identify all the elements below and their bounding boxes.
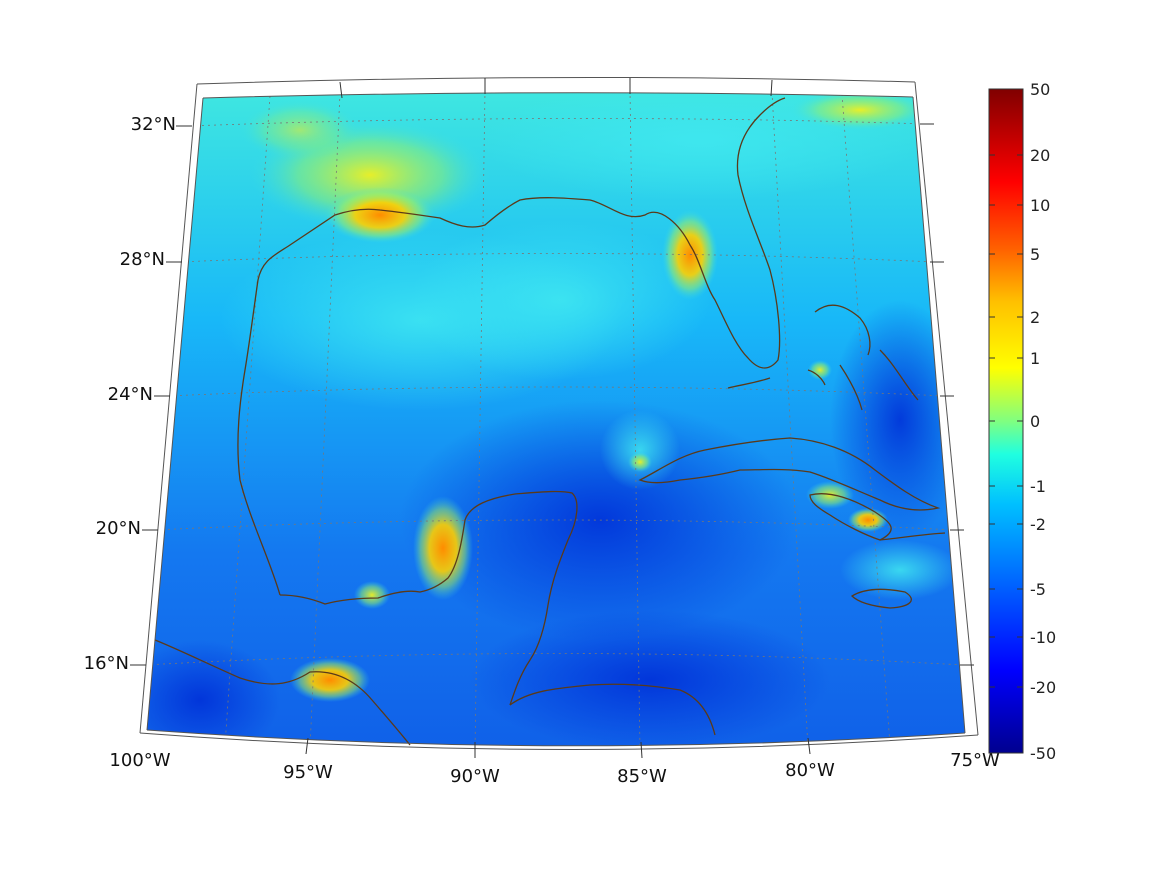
lon-label-100: 100°W (109, 750, 170, 771)
map-frame (139, 76, 979, 751)
lon-label-80: 80°W (785, 760, 835, 781)
lon-label-75: 75°W (950, 750, 1000, 771)
colorbar-tick-label: 5 (1030, 245, 1040, 264)
lat-label-24: 24°N (108, 384, 153, 405)
colorbar-tick-label: -10 (1030, 628, 1056, 647)
lat-label-16: 16°N (84, 653, 129, 674)
latitude-labels: 32°N 28°N 24°N 20°N 16°N (84, 114, 176, 674)
colorbar-tick-label: 2 (1030, 308, 1040, 327)
colorbar-tick-label: 10 (1030, 196, 1050, 215)
colorbar-tick-label: -5 (1030, 580, 1046, 599)
coastlines (154, 97, 946, 746)
longitude-labels: 100°W 95°W 90°W 85°W 80°W 75°W (109, 750, 1000, 787)
lat-label-32: 32°N (131, 114, 176, 135)
lon-label-90: 90°W (450, 766, 500, 787)
lat-label-28: 28°N (120, 249, 165, 270)
lon-label-95: 95°W (283, 762, 333, 783)
data-field (147, 92, 965, 746)
graticule (147, 92, 964, 746)
lat-label-20: 20°N (96, 518, 141, 539)
colorbar-tick-label: -20 (1030, 678, 1056, 697)
colorbar-tick-label: -50 (1030, 744, 1056, 763)
colorbar-tick-label: 0 (1030, 412, 1040, 431)
lon-label-85: 85°W (617, 766, 667, 787)
colorbar-tick-label: -2 (1030, 515, 1046, 534)
colorbar-tick-label: 1 (1030, 349, 1040, 368)
colorbar-tick-label: 50 (1030, 80, 1050, 99)
colorbar-tick-label: -1 (1030, 477, 1046, 496)
colorbar-tick-label: 20 (1030, 146, 1050, 165)
frame-ticks (130, 78, 974, 759)
